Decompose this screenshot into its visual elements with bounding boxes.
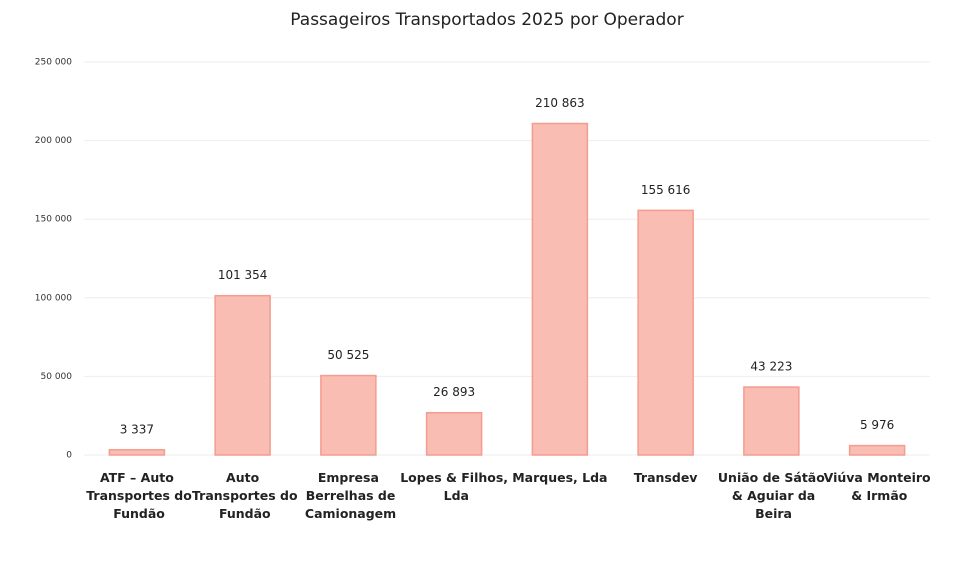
x-tick-label: Auto Transportes do Fundão <box>188 470 298 521</box>
data-label: 43 223 <box>750 360 792 374</box>
y-tick-label: 50 000 <box>41 372 73 382</box>
y-tick-label: 200 000 <box>35 136 72 146</box>
data-label: 101 354 <box>218 268 268 282</box>
bar <box>214 294 271 456</box>
bar <box>637 209 694 456</box>
bar <box>848 444 906 456</box>
data-label: 5 976 <box>860 418 894 432</box>
x-tick-label: Empresa Berrelhas de Camionagem <box>301 470 397 521</box>
data-label: 26 893 <box>433 385 475 399</box>
bar <box>108 449 166 456</box>
x-tick-label: União de Sátão & Aguiar da Beira <box>718 470 825 521</box>
x-tick-label: Viúva Monteiro & Irmão <box>824 470 931 503</box>
bar <box>531 122 589 456</box>
bar <box>320 374 377 456</box>
data-label: 210 863 <box>535 96 585 110</box>
x-tick-label: Marques, Lda <box>512 470 607 485</box>
bar <box>425 411 483 456</box>
chart-title: Passageiros Transportados 2025 por Opera… <box>290 10 683 30</box>
data-label: 3 337 <box>120 422 154 436</box>
y-tick-label: 150 000 <box>35 215 72 225</box>
data-label: 50 525 <box>327 348 369 362</box>
y-tick-label: 100 000 <box>35 293 72 303</box>
data-label: 155 616 <box>641 183 691 197</box>
y-tick-label: 250 000 <box>35 58 72 68</box>
x-tick-label: Lopes & Filhos, Lda <box>400 470 508 503</box>
y-tick-label: 0 <box>66 451 72 461</box>
x-tick-label: ATF – Auto Transportes do Fundão <box>82 470 192 521</box>
x-tick-label: Transdev <box>634 470 698 485</box>
bar <box>743 386 800 456</box>
